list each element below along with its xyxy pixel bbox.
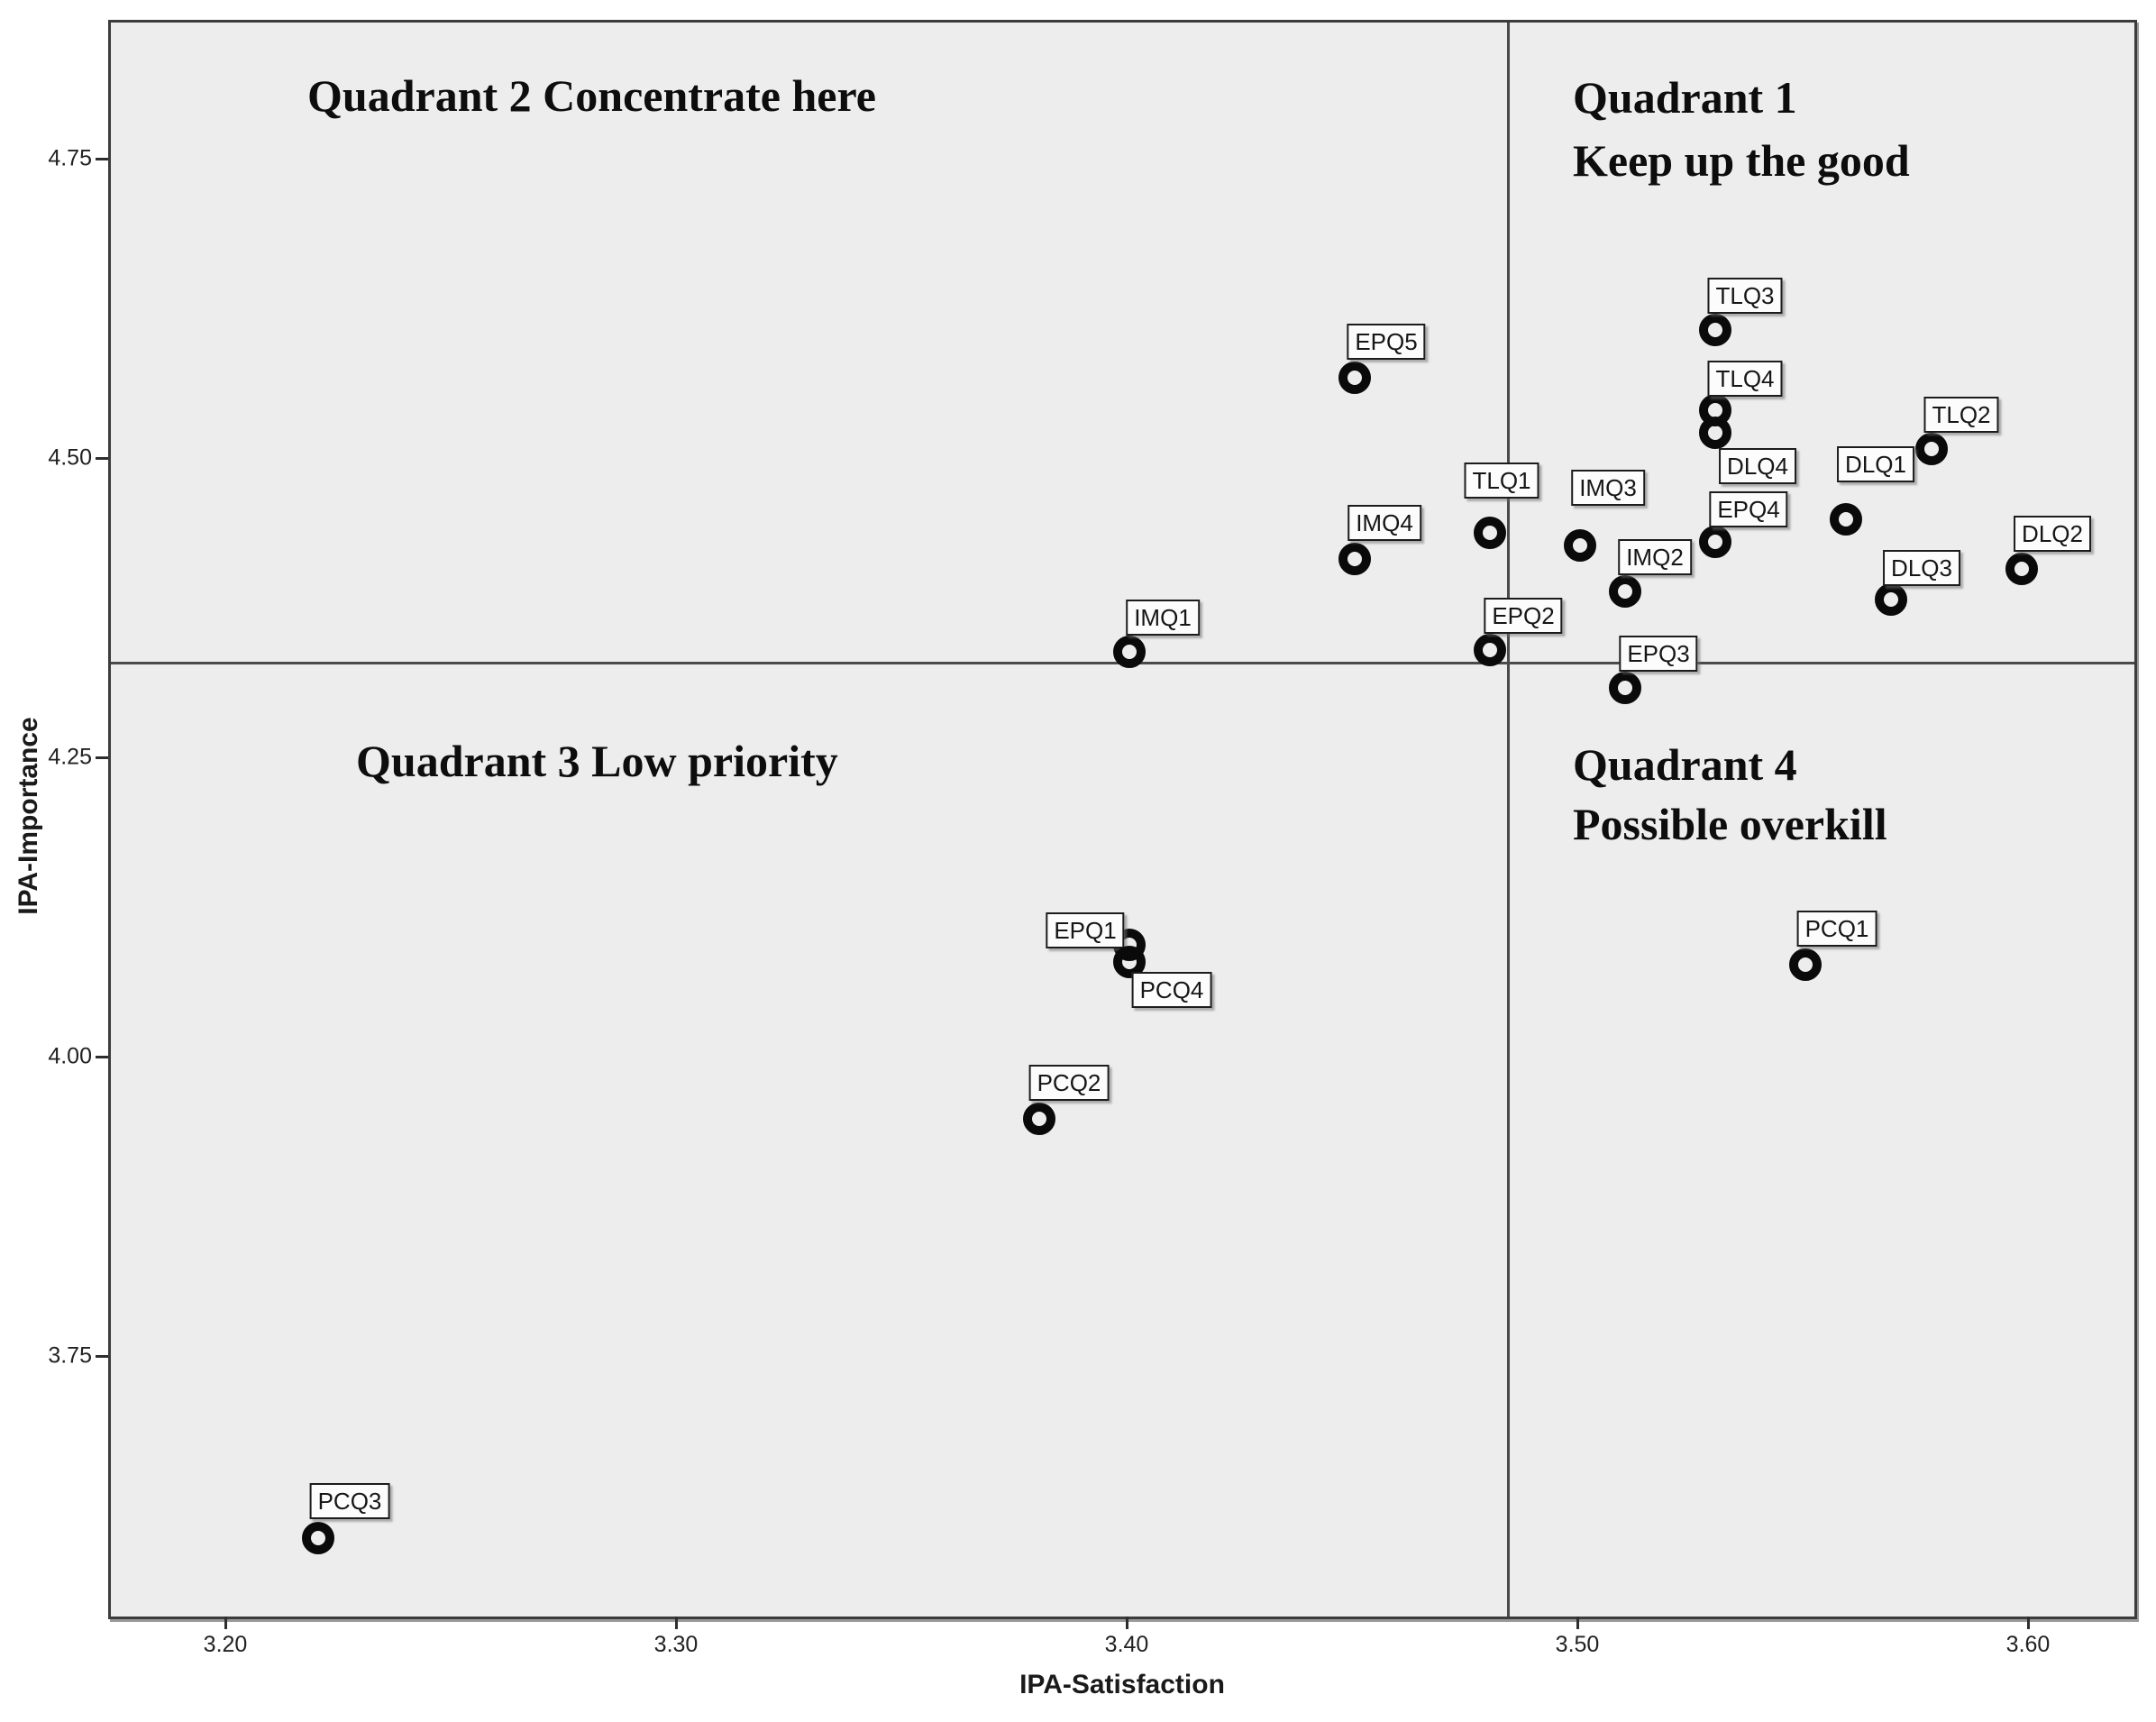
data-point-epq5 <box>1338 362 1371 395</box>
y-axis-tick-label: 4.00 <box>48 1043 92 1069</box>
data-point-pcq3 <box>302 1522 334 1555</box>
x-axis-tick <box>224 1617 227 1629</box>
data-point-label-imq4: IMQ4 <box>1348 504 1421 541</box>
data-point-dlq3 <box>1875 583 1907 617</box>
data-point-epq2 <box>1474 633 1506 666</box>
y-axis-tick <box>96 1354 108 1358</box>
plot-area: Quadrant 2 Concentrate here Quadrant 1 Kee… <box>108 20 2137 1619</box>
quadrant-title-line: Quadrant 1 <box>1573 72 1797 123</box>
data-point-label-dlq1: DLQ1 <box>1837 446 1914 483</box>
vertical-reference-line <box>1506 23 1510 1617</box>
quadrant-title-line: Quadrant 3 Low priority <box>356 736 838 786</box>
data-point-label-pcq4: PCQ4 <box>1131 972 1212 1009</box>
data-point-epq4 <box>1699 526 1731 559</box>
quadrant-title-q4: Quadrant 4 Possible overkill <box>1573 735 1887 854</box>
quadrant-title-line: Quadrant 2 Concentrate here <box>307 70 876 121</box>
data-point-label-dlq3: DLQ3 <box>1883 550 1960 587</box>
data-point-label-tlq4: TLQ4 <box>1707 361 1783 398</box>
data-point-label-pcq3: PCQ3 <box>309 1483 390 1520</box>
y-axis-tick <box>96 157 108 160</box>
quadrant-title-line: Possible overkill <box>1573 799 1887 849</box>
data-point-imq4 <box>1338 542 1371 575</box>
data-point-label-tlq1: TLQ1 <box>1464 462 1539 499</box>
x-axis-tick-label: 3.60 <box>2005 1632 2051 1657</box>
data-point-label-dlq2: DLQ2 <box>2014 515 2091 552</box>
y-axis-tick <box>96 456 108 460</box>
data-point-tlq3 <box>1699 314 1731 347</box>
data-point-dlq2 <box>2005 552 2038 585</box>
data-point-label-pcq2: PCQ2 <box>1028 1065 1110 1102</box>
y-axis-tick <box>96 756 108 759</box>
data-point-pcq1 <box>1789 948 1822 982</box>
data-point-label-tlq3: TLQ3 <box>1707 278 1783 315</box>
y-axis-tick-label: 4.50 <box>48 444 92 471</box>
y-axis-tick-label: 4.75 <box>48 145 92 171</box>
y-axis-tick-label: 4.25 <box>48 744 92 770</box>
data-point-label-epq1: EPQ1 <box>1046 911 1125 948</box>
x-axis-tick <box>674 1617 678 1629</box>
data-point-imq3 <box>1564 529 1596 563</box>
quadrant-title-q1: Quadrant 1 Keep up the good <box>1573 66 1910 192</box>
data-point-tlq2 <box>1915 432 1948 465</box>
data-point-label-imq1: IMQ1 <box>1126 600 1200 637</box>
data-point-pcq2 <box>1023 1103 1055 1136</box>
quadrant-title-line: Quadrant 4 <box>1573 739 1797 790</box>
x-axis-tick-label: 3.40 <box>1104 1632 1149 1657</box>
x-axis-tick <box>1576 1617 1579 1629</box>
data-point-label-imq2: IMQ2 <box>1618 538 1692 575</box>
data-point-dlq1 <box>1830 503 1862 536</box>
data-point-label-dlq4: DLQ4 <box>1719 448 1796 485</box>
x-axis-tick-label: 3.30 <box>653 1632 699 1657</box>
data-point-label-pcq1: PCQ1 <box>1796 911 1877 948</box>
data-point-label-epq2: EPQ2 <box>1484 597 1563 634</box>
data-point-imq1 <box>1113 636 1146 669</box>
x-axis-tick <box>1125 1617 1128 1629</box>
data-point-label-tlq2: TLQ2 <box>1923 396 1999 433</box>
y-axis-tick-label: 3.75 <box>48 1342 92 1369</box>
data-point-pcq4 <box>1113 946 1146 979</box>
data-point-label-epq3: EPQ3 <box>1619 636 1698 673</box>
quadrant-title-line: Keep up the good <box>1573 135 1910 186</box>
data-point-label-imq3: IMQ3 <box>1571 470 1645 507</box>
data-point-epq3 <box>1609 672 1641 705</box>
x-axis-tick-label: 3.50 <box>1555 1632 1600 1657</box>
data-point-dlq4 <box>1699 417 1731 450</box>
x-axis-tick-label: 3.20 <box>203 1632 248 1657</box>
x-axis-title: IPA-Satisfaction <box>1019 1670 1225 1699</box>
y-axis-tick <box>96 1055 108 1058</box>
x-axis-tick <box>2026 1617 2030 1629</box>
data-point-tlq1 <box>1474 516 1506 549</box>
data-point-imq2 <box>1609 574 1641 608</box>
quadrant-title-q3: Quadrant 3 Low priority <box>356 737 838 784</box>
data-point-label-epq4: EPQ4 <box>1709 491 1788 528</box>
quadrant-title-q2: Quadrant 2 Concentrate here <box>307 72 876 119</box>
data-point-label-epq5: EPQ5 <box>1347 324 1426 361</box>
